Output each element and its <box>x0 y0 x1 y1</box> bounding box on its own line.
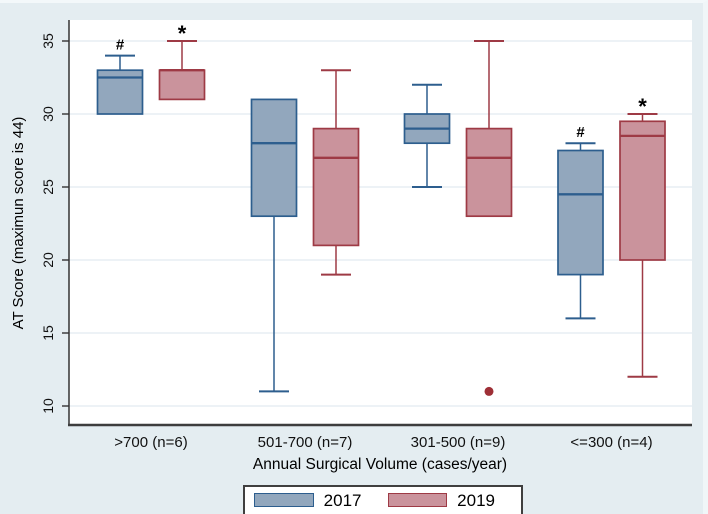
significance-mark: # <box>116 37 125 54</box>
box-2017 <box>557 149 604 276</box>
y-tick-label: 25 <box>40 179 56 195</box>
y-tick-label: 10 <box>40 398 56 414</box>
legend-label-2017: 2017 <box>323 491 362 510</box>
legend: 2017 2019 <box>243 485 523 514</box>
box-2019 <box>465 127 513 218</box>
significance-mark: # <box>576 124 585 141</box>
y-tick-label: 30 <box>40 106 56 122</box>
box-2019 <box>158 69 206 101</box>
x-tick-label: >700 (n=6) <box>114 434 188 451</box>
x-tick-label: 501-700 (n=7) <box>257 434 353 451</box>
legend-swatch-2017 <box>254 493 314 507</box>
x-tick-label: <=300 (n=4) <box>570 434 653 451</box>
outlier-point <box>484 386 494 396</box>
y-tick-label: 35 <box>40 33 56 49</box>
legend-label-2019: 2019 <box>457 491 495 510</box>
y-axis-title: AT Score (maximun score is 44) <box>10 116 27 330</box>
y-tick-label: 15 <box>40 325 56 341</box>
legend-swatch-2019 <box>387 493 448 507</box>
x-axis-title: Annual Surgical Volume (cases/year) <box>252 456 508 473</box>
y-tick-label: 20 <box>40 252 56 268</box>
box-2017 <box>250 98 298 218</box>
x-tick-label: 301-500 (n=9) <box>410 434 506 451</box>
significance-mark: * <box>638 94 647 119</box>
plot-canvas: # # * * <box>62 20 692 427</box>
box-2019 <box>312 127 360 247</box>
box-2019 <box>619 120 666 261</box>
significance-mark: * <box>178 21 187 46</box>
